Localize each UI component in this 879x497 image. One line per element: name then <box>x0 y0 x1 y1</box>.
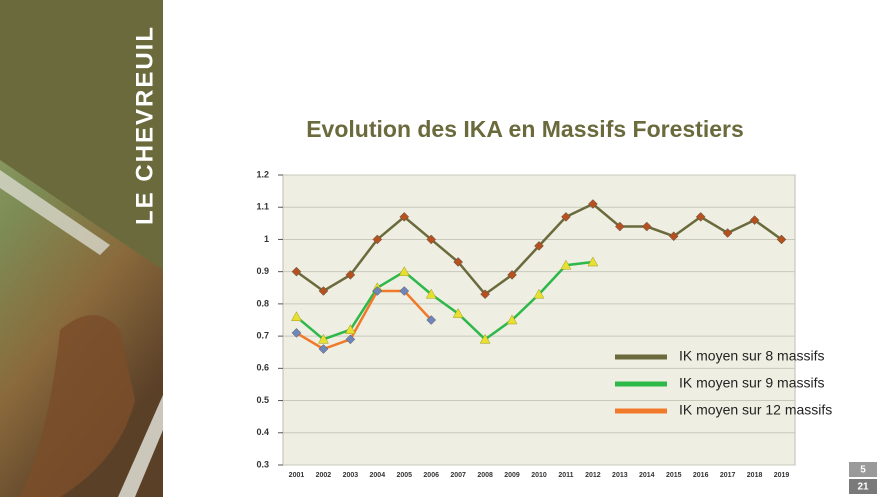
x-tick-label: 2003 <box>343 472 359 479</box>
slide: LE CHEVREUIL Evolution des IKA en Massif… <box>0 0 879 497</box>
y-tick-label: 0.9 <box>256 266 269 276</box>
y-tick-label: 0.8 <box>256 298 269 308</box>
x-tick-label: 2014 <box>639 472 655 479</box>
x-tick-label: 2015 <box>666 472 682 479</box>
y-tick-label: 0.6 <box>256 363 269 373</box>
y-tick-label: 0.5 <box>256 395 269 405</box>
x-tick-label: 2010 <box>531 472 547 479</box>
page-number: 5 <box>860 465 866 476</box>
chart-title: Evolution des IKA en Massifs Forestiers <box>306 116 744 142</box>
legend-label: IK moyen sur 8 massifs <box>679 348 825 364</box>
sidebar-title: LE CHEVREUIL <box>131 25 158 225</box>
x-tick-label: 2019 <box>774 472 790 479</box>
x-tick-label: 2016 <box>693 472 709 479</box>
x-tick-label: 2018 <box>747 472 763 479</box>
legend-label: IK moyen sur 9 massifs <box>679 375 825 391</box>
x-tick-label: 2007 <box>450 472 466 479</box>
y-tick-label: 1 <box>264 234 269 244</box>
legend-label: IK moyen sur 12 massifs <box>679 402 832 418</box>
x-tick-label: 2001 <box>289 472 305 479</box>
x-tick-label: 2009 <box>504 472 520 479</box>
y-tick-label: 1.1 <box>256 202 269 212</box>
x-tick-label: 2011 <box>558 472 573 479</box>
y-tick-label: 0.7 <box>256 330 269 340</box>
x-tick-label: 2017 <box>720 472 736 479</box>
x-tick-label: 2006 <box>423 472 439 479</box>
y-tick-label: 0.4 <box>256 427 269 437</box>
x-tick-label: 2012 <box>585 472 601 479</box>
x-tick-label: 2013 <box>612 472 628 479</box>
x-tick-label: 2008 <box>477 472 493 479</box>
y-tick-label: 1.2 <box>256 169 269 179</box>
page-total: 21 <box>857 482 869 493</box>
x-tick-label: 2005 <box>396 472 412 479</box>
x-tick-label: 2002 <box>316 472 332 479</box>
x-tick-label: 2004 <box>370 472 386 479</box>
y-tick-label: 0.3 <box>256 459 269 469</box>
